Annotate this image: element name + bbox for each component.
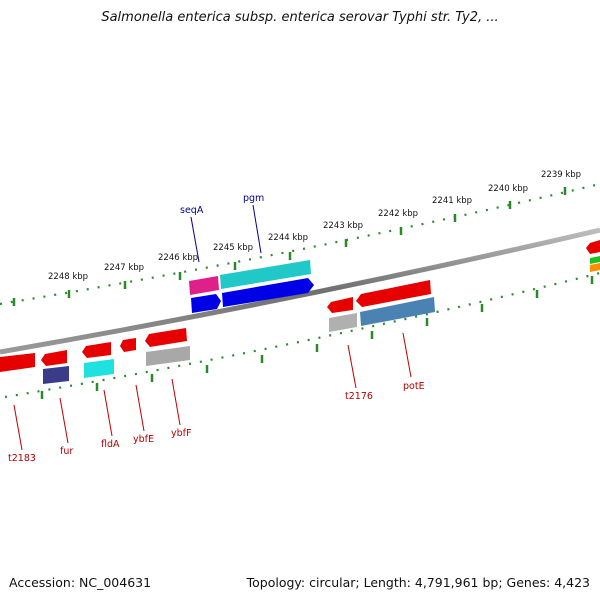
gene-t2176 [327,297,353,313]
gene-ybfE [120,338,136,352]
tick-label: 2243 kbp [323,221,363,231]
edge-gene-red [586,240,600,254]
blue-gene-small [191,294,221,313]
gene-label-fur: fur [60,446,73,457]
gene-ybfF [145,328,187,347]
inner-major-ticks [40,276,594,399]
map-title: Salmonella enterica subsp. enterica sero… [101,10,499,25]
tick-label: 2247 kbp [104,263,144,273]
tick-label: 2240 kbp [488,184,528,194]
gene-label-t2176: t2176 [345,391,373,402]
topology-text: Topology: circular; Length: 4,791,961 bp… [246,575,590,590]
reverse-genes [0,240,600,384]
feature-leaders [190,204,262,263]
gene-label-ybfF: ybfF [171,428,191,439]
tick-label: 2241 kbp [432,196,472,206]
ybfF-box [146,346,190,366]
potE-box [360,297,435,326]
gene-fur [41,350,67,366]
tick-label: 2248 kbp [48,272,88,282]
feature-label-seqA: seqA [180,205,204,216]
fldA-box [84,359,114,378]
fur-box [43,366,69,384]
gene-leaders [13,332,412,451]
t2176-box [329,313,357,332]
edge-gene-green [590,256,600,264]
gene-label-fldA: fldA [101,439,120,450]
tick-label: 2246 kbp [158,253,198,263]
tick-label: 2244 kbp [268,233,308,243]
seqA-feature [189,276,219,295]
accession-text: Accession: NC_004631 [9,575,152,590]
gene-label-t2183: t2183 [8,453,36,464]
pgm-feature-cyan [220,260,311,289]
gene-label-potE: potE [403,381,425,392]
gene-potE [356,280,431,307]
tick-label: 2245 kbp [213,243,253,253]
forward-genes [189,260,314,313]
tick-label: 2242 kbp [378,209,418,219]
gene-fldA [82,342,111,358]
edge-gene-orange [590,263,600,272]
dna-backbone [0,227,600,355]
feature-label-pgm: pgm [243,193,264,204]
blue-gene-large [222,278,314,307]
tick-label: 2239 kbp [541,170,581,180]
gene-label-ybfE: ybfE [133,434,154,445]
outer-major-ticks [12,187,567,306]
gene-t2183 [0,353,35,372]
